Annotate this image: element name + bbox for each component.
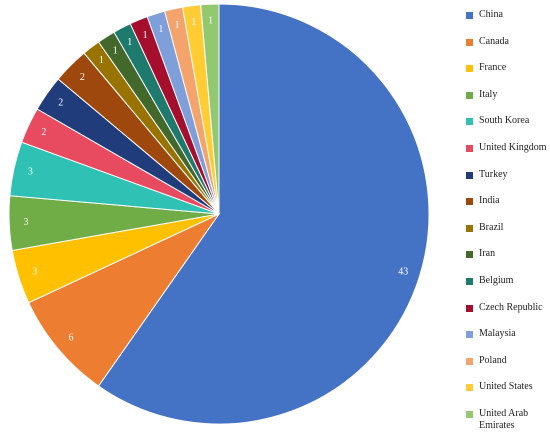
legend-item: Italy bbox=[466, 89, 550, 116]
legend-item: United Arab Emirates bbox=[466, 408, 550, 435]
legend-swatch bbox=[466, 331, 473, 339]
legend-label: Italy bbox=[479, 88, 498, 100]
pie-slice-united-arab-emirates bbox=[200, 3, 220, 215]
legend-item: Turkey bbox=[466, 169, 550, 196]
legend-label: United States bbox=[479, 381, 533, 393]
legend-item: Poland bbox=[466, 355, 550, 382]
legend-label: China bbox=[479, 9, 503, 20]
legend-swatch bbox=[466, 38, 473, 46]
legend-item: United Kingdom bbox=[466, 142, 550, 169]
legend-item: United States bbox=[466, 381, 550, 408]
legend-label: Turkey bbox=[479, 168, 508, 180]
legend-label: France bbox=[479, 62, 507, 74]
data-label-brazil: 1 bbox=[99, 55, 104, 66]
legend-item: Belgium bbox=[466, 275, 550, 302]
legend: China Canada France Italy South Korea United … bbox=[466, 9, 550, 435]
data-label-united-arab-emirates: 1 bbox=[208, 15, 213, 26]
legend-item: Malaysia bbox=[466, 328, 550, 355]
pie-slice-canada bbox=[28, 212, 221, 387]
legend-label: Poland bbox=[479, 354, 507, 366]
legend-label: Brazil bbox=[479, 221, 504, 233]
data-label-france: 3 bbox=[32, 267, 37, 278]
legend-item: France bbox=[466, 62, 550, 89]
data-label-malaysia: 1 bbox=[158, 24, 163, 35]
legend-item: Iran bbox=[466, 248, 550, 275]
legend-swatch bbox=[466, 12, 473, 19]
legend-label: South Korea bbox=[479, 115, 530, 127]
data-label-turkey: 2 bbox=[58, 98, 63, 109]
legend-label: United Arab Emirates bbox=[479, 407, 529, 431]
pie-slice-china bbox=[97, 3, 430, 425]
data-label-iran: 1 bbox=[113, 46, 118, 57]
legend-item: Czech Republic bbox=[466, 302, 550, 329]
data-label-czech-republic: 1 bbox=[143, 30, 148, 41]
data-label-italy: 3 bbox=[23, 217, 28, 228]
legend-swatch bbox=[466, 118, 473, 126]
legend-label: Belgium bbox=[479, 274, 514, 286]
legend-item: India bbox=[466, 195, 550, 222]
legend-label: Czech Republic bbox=[479, 301, 543, 313]
legend-swatch bbox=[466, 65, 473, 73]
legend-swatch bbox=[466, 277, 473, 285]
legend-swatch bbox=[466, 410, 473, 418]
data-label-china: 43 bbox=[398, 267, 408, 278]
data-label-canada: 6 bbox=[69, 333, 74, 344]
pie-slices bbox=[8, 3, 430, 425]
legend-swatch bbox=[466, 251, 473, 259]
legend-label: Canada bbox=[479, 35, 509, 47]
legend-swatch bbox=[466, 171, 473, 179]
legend-swatch bbox=[466, 198, 473, 206]
legend-swatch bbox=[466, 304, 473, 312]
legend-item: Canada bbox=[466, 36, 550, 63]
legend-label: Malaysia bbox=[479, 328, 516, 340]
legend-item: Brazil bbox=[466, 222, 550, 249]
legend-item: China bbox=[466, 9, 550, 36]
legend-label: India bbox=[479, 195, 500, 207]
data-label-india: 2 bbox=[80, 72, 85, 83]
data-label-south-korea: 3 bbox=[28, 167, 33, 178]
legend-swatch bbox=[466, 224, 473, 232]
data-label-belgium: 1 bbox=[127, 37, 132, 48]
legend-item: South Korea bbox=[466, 115, 550, 142]
legend-swatch bbox=[466, 91, 473, 99]
legend-swatch bbox=[466, 144, 473, 152]
legend-swatch bbox=[466, 384, 473, 392]
data-label-poland: 1 bbox=[175, 20, 180, 31]
legend-swatch bbox=[466, 357, 473, 365]
legend-label: United Kingdom bbox=[479, 141, 547, 153]
data-label-united-kingdom: 2 bbox=[41, 127, 46, 138]
data-label-united-states: 1 bbox=[191, 17, 196, 28]
legend-label: Iran bbox=[479, 248, 496, 260]
